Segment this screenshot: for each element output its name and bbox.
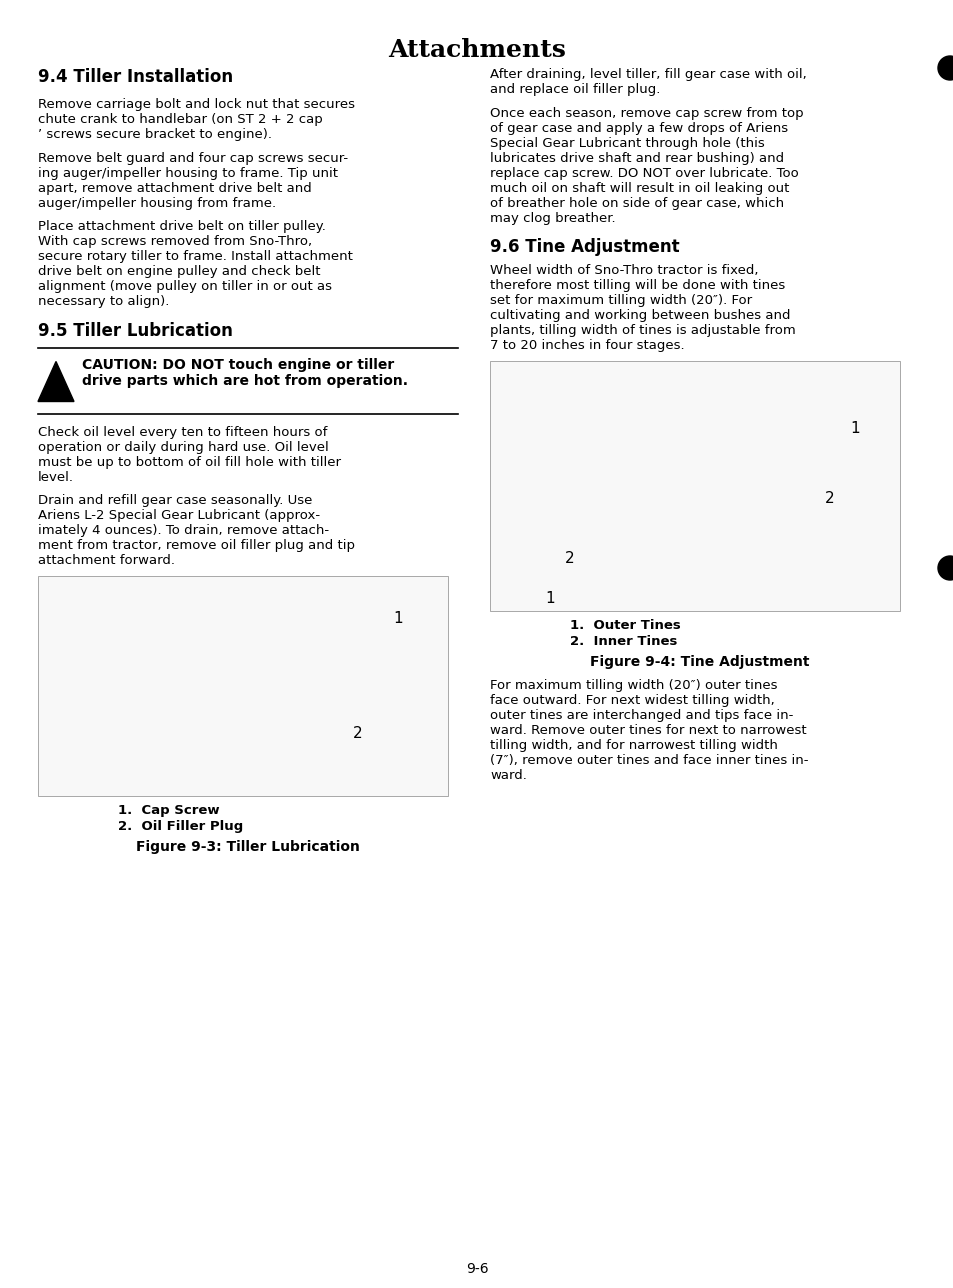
Text: 2: 2 — [353, 726, 362, 741]
Text: 1: 1 — [544, 591, 555, 605]
Text: After draining, level tiller, fill gear case with oil,
and replace oil filler pl: After draining, level tiller, fill gear … — [490, 68, 806, 97]
Text: 9-6: 9-6 — [465, 1262, 488, 1276]
Text: CAUTION: DO NOT touch engine or tiller
drive parts which are hot from operation.: CAUTION: DO NOT touch engine or tiller d… — [82, 358, 408, 388]
Circle shape — [937, 55, 953, 80]
Text: For maximum tilling width (20″) outer tines
face outward. For next widest tillin: For maximum tilling width (20″) outer ti… — [490, 679, 807, 782]
Text: Figure 9-4: Tine Adjustment: Figure 9-4: Tine Adjustment — [590, 656, 809, 668]
Text: Figure 9-3: Tiller Lubrication: Figure 9-3: Tiller Lubrication — [136, 840, 359, 854]
Polygon shape — [38, 362, 74, 402]
Text: Attachments: Attachments — [388, 39, 565, 62]
Text: 2: 2 — [824, 491, 834, 506]
FancyBboxPatch shape — [38, 576, 448, 796]
Text: Remove carriage bolt and lock nut that secures
chute crank to handlebar (on ST 2: Remove carriage bolt and lock nut that s… — [38, 98, 355, 140]
Text: 2.  Inner Tines: 2. Inner Tines — [569, 635, 677, 648]
Text: 9.5 Tiller Lubrication: 9.5 Tiller Lubrication — [38, 322, 233, 340]
Text: 2.  Oil Filler Plug: 2. Oil Filler Plug — [118, 820, 243, 833]
Text: 1: 1 — [393, 611, 402, 626]
Text: !: ! — [52, 359, 59, 375]
Text: Remove belt guard and four cap screws secur-
ing auger/impeller housing to frame: Remove belt guard and four cap screws se… — [38, 152, 348, 210]
Text: Place attachment drive belt on tiller pulley.
With cap screws removed from Sno-T: Place attachment drive belt on tiller pu… — [38, 219, 353, 308]
FancyBboxPatch shape — [490, 361, 899, 611]
Text: 2: 2 — [564, 551, 575, 565]
Text: Check oil level every ten to fifteen hours of
operation or daily during hard use: Check oil level every ten to fifteen hou… — [38, 425, 340, 483]
Circle shape — [937, 556, 953, 580]
Text: 1: 1 — [849, 421, 859, 437]
Text: 9.6 Tine Adjustment: 9.6 Tine Adjustment — [490, 238, 679, 256]
Text: Once each season, remove cap screw from top
of gear case and apply a few drops o: Once each season, remove cap screw from … — [490, 107, 802, 225]
Text: 1.  Cap Screw: 1. Cap Screw — [118, 804, 219, 817]
Text: 1.  Outer Tines: 1. Outer Tines — [569, 620, 680, 632]
Text: 9.4 Tiller Installation: 9.4 Tiller Installation — [38, 68, 233, 86]
Text: Wheel width of Sno-Thro tractor is fixed,
therefore most tilling will be done wi: Wheel width of Sno-Thro tractor is fixed… — [490, 264, 795, 352]
Text: Drain and refill gear case seasonally. Use
Ariens L-2 Special Gear Lubricant (ap: Drain and refill gear case seasonally. U… — [38, 493, 355, 567]
